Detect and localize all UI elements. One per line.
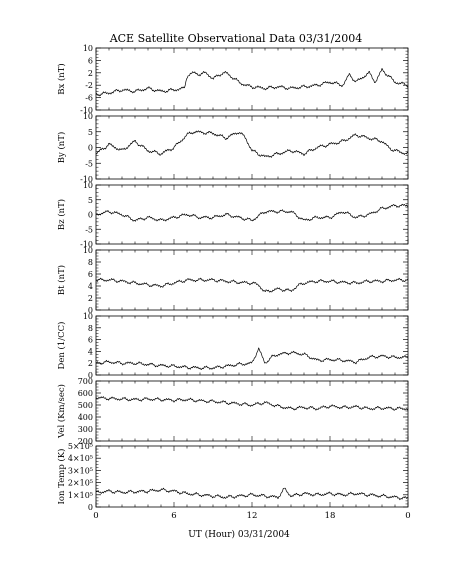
y-tick-label: 4×10⁵ bbox=[68, 454, 93, 463]
series-line bbox=[95, 203, 409, 222]
y-tick-label: 10 bbox=[83, 44, 93, 53]
y-tick-label: 10 bbox=[83, 246, 93, 255]
panels: -10 -6 -2 2 6 10 Bx (nT) -10 -5 0 5 10 By (nT) -10 -5 0… bbox=[56, 44, 409, 512]
y-tick-label: 2 bbox=[88, 294, 93, 303]
y-tick-label: 5×10⁵ bbox=[68, 442, 93, 451]
y-tick-label: 10 bbox=[83, 112, 93, 121]
series-line bbox=[95, 347, 409, 370]
y-tick-label: 0 bbox=[88, 306, 93, 315]
series-line bbox=[96, 277, 409, 293]
panel-3: -10 -5 0 5 10 Bz (nT) bbox=[56, 181, 409, 249]
panel-frame bbox=[95, 249, 409, 311]
panel-6: 200 300 400 500 600 700 Vel (Km/sec) bbox=[56, 377, 409, 446]
panel-1: -10 -6 -2 2 6 10 Bx (nT) bbox=[56, 44, 409, 115]
y-axis-label: Bx (nT) bbox=[56, 63, 67, 95]
y-tick-label: -5 bbox=[85, 225, 93, 234]
x-axis-tick-labels: 0 6 12 18 0 bbox=[93, 511, 410, 521]
y-tick-label: 8 bbox=[88, 324, 93, 333]
y-axis-label: Bz (nT) bbox=[56, 199, 67, 230]
panel-4: 0 2 4 6 8 10 Bt (nT) bbox=[56, 246, 409, 315]
y-tick-label: -10 bbox=[80, 106, 93, 115]
series-line bbox=[95, 487, 409, 501]
panel-frame bbox=[95, 445, 409, 508]
y-tick-label: 0 bbox=[88, 371, 93, 380]
x-tick-label: 12 bbox=[247, 511, 258, 521]
y-tick-label: 6 bbox=[88, 336, 93, 345]
y-tick-label: -10 bbox=[80, 175, 93, 184]
y-tick-label: 2 bbox=[88, 69, 93, 78]
panel-frame bbox=[95, 115, 409, 180]
y-axis-label: Vel (Km/sec) bbox=[56, 384, 67, 439]
y-tick-label: 500 bbox=[78, 401, 93, 410]
x-tick-label: 0 bbox=[405, 511, 410, 521]
y-tick-label: 0 bbox=[88, 211, 93, 220]
panel-frame bbox=[95, 380, 409, 442]
series-line bbox=[95, 130, 409, 158]
y-tick-label: 200 bbox=[78, 437, 93, 446]
y-tick-label: -6 bbox=[85, 94, 93, 103]
y-tick-label: -5 bbox=[85, 159, 93, 168]
panel-frame bbox=[95, 184, 409, 245]
chart-title: ACE Satellite Observational Data 03/31/2… bbox=[109, 32, 363, 45]
y-tick-label: 700 bbox=[78, 377, 93, 386]
x-tick-label: 18 bbox=[325, 511, 336, 521]
y-tick-label: 4 bbox=[88, 347, 93, 356]
y-tick-label: 6 bbox=[88, 270, 93, 279]
y-tick-label: 8 bbox=[88, 258, 93, 267]
y-tick-label: 6 bbox=[88, 56, 93, 65]
x-axis-label: UT (Hour) 03/31/2004 bbox=[188, 529, 290, 540]
x-tick-label: 6 bbox=[171, 511, 176, 521]
y-tick-label: 1×10⁵ bbox=[68, 491, 93, 500]
y-tick-label: 10 bbox=[83, 181, 93, 190]
y-axis-label: Den (1/CC) bbox=[56, 322, 67, 370]
y-tick-label: 5 bbox=[88, 196, 93, 205]
panel-2: -10 -5 0 5 10 By (nT) bbox=[56, 112, 409, 184]
y-axis-label: Ion Temp (K) bbox=[56, 449, 67, 505]
series-line bbox=[95, 396, 409, 411]
y-tick-label: 2×10⁵ bbox=[68, 479, 93, 488]
y-tick-label: -2 bbox=[85, 81, 93, 90]
y-tick-label: 4 bbox=[88, 282, 93, 291]
y-axis-label: Bt (nT) bbox=[56, 265, 67, 295]
y-tick-label: 3×10⁵ bbox=[68, 466, 93, 475]
y-axis-label: By (nT) bbox=[56, 132, 67, 164]
y-tick-label: 5 bbox=[88, 128, 93, 137]
panel-frame bbox=[95, 315, 409, 376]
series-line bbox=[95, 68, 409, 97]
y-tick-label: 0 bbox=[88, 144, 93, 153]
y-tick-label: 600 bbox=[78, 389, 93, 398]
y-tick-label: 2 bbox=[88, 359, 93, 368]
y-tick-label: 400 bbox=[78, 413, 93, 422]
panel-5: 0 2 4 6 8 10 Den (1/CC) bbox=[56, 312, 409, 380]
y-tick-label: 10 bbox=[83, 312, 93, 321]
x-tick-label: 0 bbox=[93, 511, 98, 521]
y-tick-label: 300 bbox=[78, 425, 93, 434]
y-tick-label: 0 bbox=[88, 503, 93, 512]
y-tick-label: -10 bbox=[80, 240, 93, 249]
